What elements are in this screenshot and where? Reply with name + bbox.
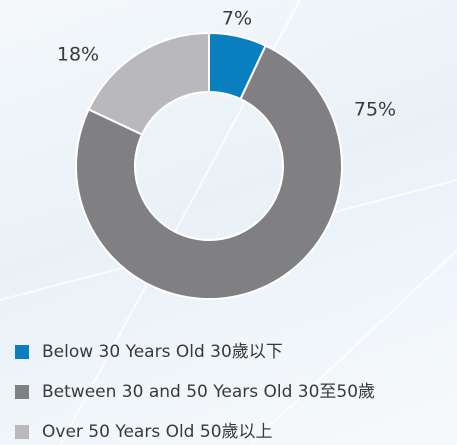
data-label: 75% xyxy=(354,99,396,121)
data-label: 7% xyxy=(222,8,252,30)
legend-label: Over 50 Years Old 50歲以上 xyxy=(42,422,273,442)
legend: Below 30 Years Old 30歲以下 Between 30 and 5… xyxy=(15,342,375,442)
data-label: 18% xyxy=(57,44,99,66)
legend-swatch xyxy=(15,425,29,439)
legend-swatch xyxy=(15,345,29,359)
legend-label: Below 30 Years Old 30歲以下 xyxy=(42,342,283,362)
legend-label: Between 30 and 50 Years Old 30至50歲 xyxy=(42,382,375,402)
slice xyxy=(87,31,210,136)
slice xyxy=(75,44,343,300)
legend-swatch xyxy=(15,385,29,399)
